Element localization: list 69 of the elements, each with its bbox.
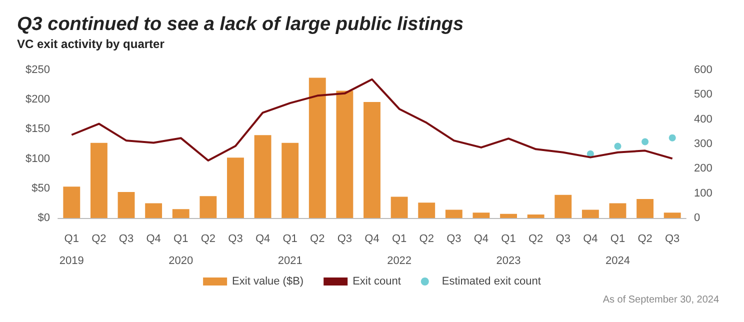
bar (308, 78, 326, 218)
line-series (70, 78, 674, 162)
bar (664, 212, 681, 218)
x-tick-label: Q4 (474, 233, 489, 245)
x-tick-label: Q1 2019 (59, 233, 84, 267)
x-tick-label: Q2 (419, 233, 434, 245)
x-tick-label: Q4 (146, 233, 161, 245)
bar (254, 135, 272, 218)
bar (609, 203, 626, 218)
bar (90, 142, 108, 218)
bar (364, 102, 380, 218)
x-tick-label: Q2 (310, 233, 325, 245)
x-tick-label: Q3 (556, 233, 570, 245)
bar (200, 196, 217, 218)
point (642, 138, 649, 146)
bar (582, 210, 599, 218)
x-tick-label: Q2 (92, 233, 106, 245)
x-tick-label: Q2 (638, 233, 652, 245)
y2-tick-label: 100 (694, 187, 712, 200)
y-tick-label: $250 (26, 64, 50, 76)
y-tick-label: $200 (26, 94, 50, 106)
x-tick-label: Q2 (200, 233, 216, 245)
y2-tick-label: 200 (694, 162, 712, 175)
y2-tick-label: 0 (694, 212, 700, 224)
bar (445, 210, 462, 218)
bar (336, 90, 354, 218)
text: As of September 30, 2024 (602, 294, 720, 306)
y2-tick-label: 600 (694, 64, 712, 76)
bar (118, 192, 135, 218)
legend-label: Exit count (352, 276, 401, 288)
x-tick-label: Q1 2020 (168, 233, 194, 267)
bar (418, 202, 436, 218)
x-tick-label: Q2 (528, 233, 544, 245)
x-tick-label: Q4 (583, 233, 598, 245)
chart-title: Q3 continued to see a lack of large public listings (17, 14, 464, 35)
x-tick-label: Q3 (665, 233, 680, 245)
x-tick-label: Q3 (446, 233, 462, 245)
chart-subtitle: VC exit activity by quarter (17, 37, 165, 51)
bar (172, 209, 190, 218)
y-tick-label: $150 (26, 123, 50, 136)
x-tick-label: Q1 2021 (278, 233, 302, 267)
x-tick-label: Q3 (118, 233, 134, 245)
bar (554, 194, 572, 218)
y2-tick-label: 300 (694, 138, 712, 150)
bar (145, 203, 162, 218)
x-tick-label: Q1 2022 (387, 233, 412, 267)
y-tick-label: $100 (26, 152, 50, 165)
y-tick-label: $50 (32, 182, 50, 194)
x-tick-label: Q3 (337, 233, 352, 245)
point (668, 134, 676, 142)
bar (390, 196, 408, 218)
point (614, 142, 622, 150)
bar (282, 142, 299, 218)
y2-tick-label: 500 (694, 88, 712, 101)
legend-label: Estimated exit count (442, 276, 541, 288)
bar (472, 212, 490, 218)
legend-label: Exit value ($B) (232, 276, 304, 288)
x-tick-label: Q4 (255, 233, 270, 245)
bar (636, 199, 654, 218)
y-tick-label: $0 (38, 212, 50, 224)
bar (227, 158, 244, 218)
x-tick-label: Q1 2023 (496, 233, 521, 267)
bar (527, 214, 544, 218)
x-tick-label: Q3 (228, 233, 243, 245)
x-tick-label: Q1 2024 (605, 233, 630, 267)
bar (500, 214, 517, 218)
y2-tick-label: 400 (694, 113, 712, 126)
x-tick-label: Q4 (364, 233, 380, 245)
bar (63, 186, 80, 218)
